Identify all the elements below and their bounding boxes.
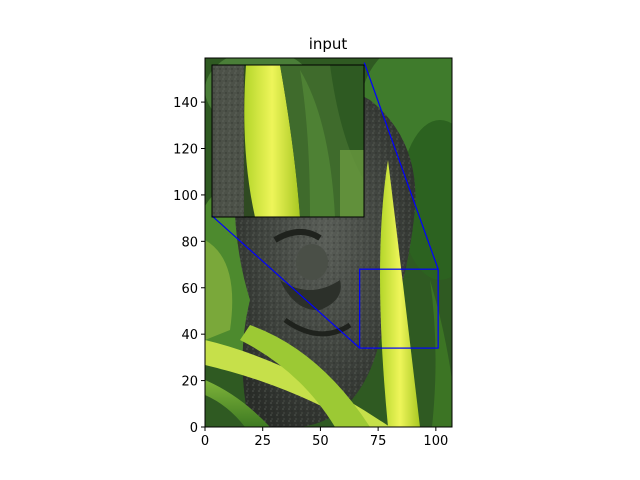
y-tick-label: 140 (173, 96, 198, 111)
zoom-indicators (211, 62, 439, 349)
x-axis-ticks: 0 25 50 75 100 (201, 427, 448, 449)
axes-frame (204, 57, 453, 428)
x-tick-label: 0 (201, 434, 209, 449)
x-tick-label: 50 (312, 434, 329, 449)
inset-zoom-image (212, 65, 364, 217)
y-tick-label: 60 (181, 282, 198, 297)
x-tick-label: 25 (254, 434, 271, 449)
y-tick-label: 0 (190, 421, 198, 436)
y-tick-label: 20 (181, 375, 198, 390)
x-tick-label: 75 (370, 434, 387, 449)
y-tick-label: 40 (181, 328, 198, 343)
chart-title: input (309, 35, 348, 53)
y-tick-label: 80 (181, 235, 198, 250)
connector-line (363, 62, 439, 270)
zoom-region-box (359, 268, 439, 349)
y-tick-label: 100 (173, 189, 198, 204)
inset-frame (211, 64, 365, 218)
connector-line (211, 215, 361, 349)
x-tick-label: 100 (423, 434, 448, 449)
y-axis-ticks: 0 20 40 60 80 100 120 140 (173, 96, 205, 436)
y-tick-label: 120 (173, 143, 198, 158)
